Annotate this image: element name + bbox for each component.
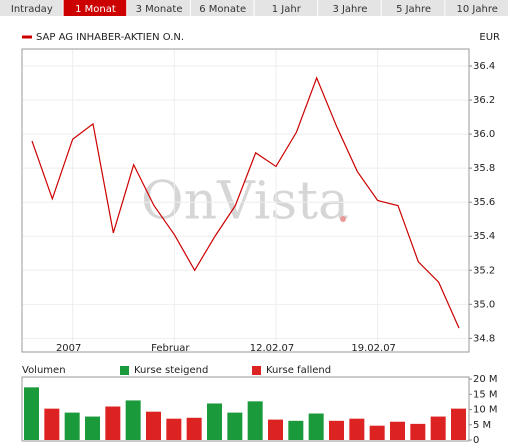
volume-bar — [410, 423, 426, 440]
volume-bar — [268, 419, 283, 440]
y-tick-label: 35.4 — [473, 231, 495, 242]
tab-label[interactable]: 10 Jahre — [457, 4, 498, 15]
volume-bar — [288, 420, 304, 440]
x-tick-label: 2007 — [56, 343, 81, 354]
volume-bar — [166, 418, 182, 440]
y-tick-label: 5 M — [473, 420, 491, 431]
y-tick-label: 15 M — [473, 389, 498, 400]
price-line — [31, 76, 460, 329]
volume-bar — [329, 420, 344, 440]
tab-background[interactable] — [127, 0, 190, 16]
volume-bar — [390, 421, 405, 440]
volume-bar — [369, 425, 385, 440]
volume-bar — [64, 412, 80, 440]
volume-bar — [308, 413, 324, 440]
watermark-dot — [340, 216, 346, 222]
tab-background[interactable] — [318, 0, 381, 16]
y-tick-label: 36.2 — [473, 95, 495, 106]
y-tick-label: 0 — [473, 435, 479, 445]
legend-label: Kurse steigend — [134, 365, 208, 376]
volume-bar — [146, 411, 161, 440]
tab[interactable]: 10 Jahre — [445, 0, 508, 16]
volume-bar — [430, 416, 446, 440]
tab[interactable]: 5 Jahre — [381, 0, 445, 16]
x-tick-label: 19.02.07 — [351, 343, 396, 354]
tab[interactable]: 6 Monate — [190, 0, 254, 16]
tab-label[interactable]: 1 Jahr — [272, 4, 302, 15]
tab-label[interactable]: Intraday — [11, 4, 53, 15]
volume-bar — [349, 418, 365, 440]
tab-label[interactable]: 1 Monat — [75, 4, 116, 15]
y-tick-label: 35.6 — [473, 197, 495, 208]
tab-label[interactable]: 6 Monate — [199, 4, 246, 15]
x-tick-label: Februar — [151, 343, 190, 354]
y-tick-label: 10 M — [473, 405, 498, 416]
tab-background[interactable] — [254, 0, 318, 16]
plot-frame — [21, 48, 470, 353]
tab[interactable]: 1 Monat — [63, 0, 127, 16]
volume-bar — [85, 416, 100, 440]
volume-bar — [105, 406, 121, 440]
x-tick-label: 12.02.07 — [250, 343, 295, 354]
volume-bar — [207, 403, 222, 440]
tab-background[interactable] — [445, 0, 508, 16]
tab-background[interactable] — [190, 0, 254, 16]
tab-label[interactable]: 5 Jahre — [396, 4, 431, 15]
legend-label: SAP AG INHABER-AKTIEN O.N. — [36, 32, 184, 43]
volume-title: Volumen — [22, 365, 66, 376]
volume-bar — [186, 417, 202, 440]
tab[interactable]: Intraday — [0, 0, 63, 16]
unit-label: EUR — [479, 32, 500, 43]
legend-swatch — [120, 366, 129, 375]
y-tick-label: 35.2 — [473, 265, 495, 276]
volume-bar — [451, 408, 466, 440]
tab-background[interactable] — [381, 0, 445, 16]
y-tick-label: 36.0 — [473, 129, 495, 140]
y-tick-label: 34.8 — [473, 333, 495, 344]
y-tick-label: 35.0 — [473, 299, 495, 310]
volume-bar — [125, 400, 141, 440]
y-tick-label: 35.8 — [473, 163, 495, 174]
legend-label: Kurse fallend — [266, 365, 331, 376]
tab[interactable]: 3 Monate — [127, 0, 190, 16]
volume-bar — [247, 401, 263, 440]
tab-label[interactable]: 3 Monate — [136, 4, 183, 15]
tab[interactable]: 1 Jahr — [254, 0, 318, 16]
y-tick-label: 36.4 — [473, 61, 495, 72]
volume-bar — [227, 412, 243, 440]
plot-frame — [21, 376, 470, 442]
y-tick-label: 20 M — [473, 374, 498, 385]
tab[interactable]: 3 Jahre — [318, 0, 381, 16]
tab-background[interactable] — [63, 0, 127, 16]
volume-bar — [24, 387, 39, 440]
legend-swatch — [252, 366, 261, 375]
volume-bar — [44, 408, 60, 440]
tab-background[interactable] — [0, 0, 63, 16]
tab-label[interactable]: 3 Jahre — [332, 4, 367, 15]
